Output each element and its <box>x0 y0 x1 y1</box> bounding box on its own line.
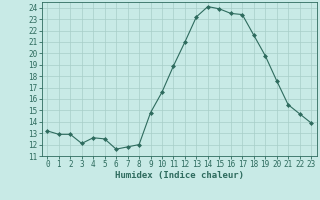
X-axis label: Humidex (Indice chaleur): Humidex (Indice chaleur) <box>115 171 244 180</box>
